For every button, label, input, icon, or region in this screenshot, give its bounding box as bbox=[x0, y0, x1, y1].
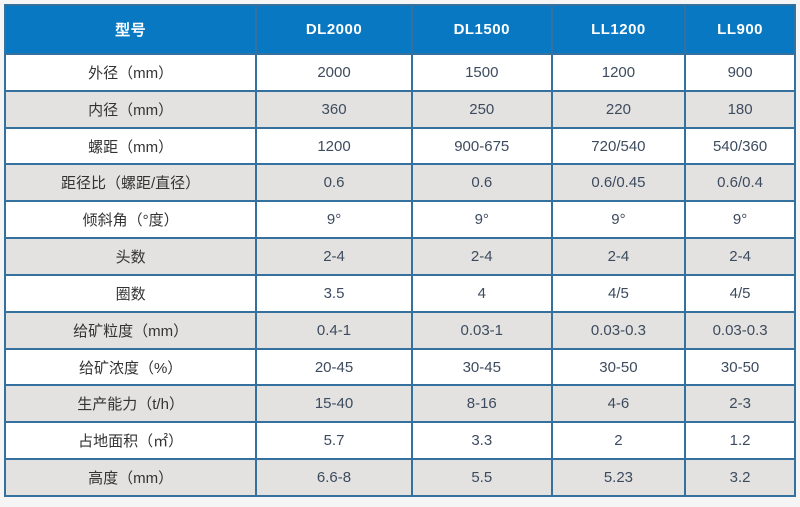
table-row: 圈数 3.5 4 4/5 4/5 bbox=[3, 273, 796, 313]
spec-table-body: 外径（mm） 2000 1500 1200 900 内径（mm） 360 250… bbox=[3, 53, 796, 497]
cell-value: 9° bbox=[410, 200, 553, 240]
header-cell-dl2000: DL2000 bbox=[255, 4, 413, 55]
cell-value: 220 bbox=[550, 89, 687, 129]
cell-value: 5.7 bbox=[255, 421, 413, 461]
cell-value: 0.6 bbox=[410, 163, 553, 203]
header-cell-dl1500: DL1500 bbox=[410, 4, 553, 55]
cell-value: 540/360 bbox=[684, 126, 796, 166]
cell-value: 20-45 bbox=[255, 347, 413, 387]
cell-value: 9° bbox=[550, 200, 687, 240]
cell-value: 15-40 bbox=[255, 384, 413, 424]
cell-value: 1.2 bbox=[684, 421, 796, 461]
cell-value: 3.2 bbox=[684, 458, 796, 497]
cell-value: 900 bbox=[684, 53, 796, 92]
cell-value: 1200 bbox=[550, 53, 687, 92]
table-row: 头数 2-4 2-4 2-4 2-4 bbox=[3, 237, 796, 276]
cell-value: 2-4 bbox=[550, 237, 687, 276]
cell-value: 3.3 bbox=[410, 421, 553, 461]
cell-value: 0.03-1 bbox=[410, 310, 553, 350]
cell-value: 1500 bbox=[410, 53, 553, 92]
table-row: 高度（mm） 6.6-8 5.5 5.23 3.2 bbox=[3, 458, 796, 497]
row-label: 距径比（螺距/直径） bbox=[3, 163, 258, 203]
cell-value: 3.5 bbox=[255, 273, 413, 313]
cell-value: 180 bbox=[684, 89, 796, 129]
cell-value: 30-50 bbox=[684, 347, 796, 387]
cell-value: 0.03-0.3 bbox=[684, 310, 796, 350]
table-row: 外径（mm） 2000 1500 1200 900 bbox=[3, 53, 796, 92]
row-label: 高度（mm） bbox=[3, 458, 258, 497]
cell-value: 360 bbox=[255, 89, 413, 129]
table-row: 给矿粒度（mm） 0.4-1 0.03-1 0.03-0.3 0.03-0.3 bbox=[3, 310, 796, 350]
cell-value: 6.6-8 bbox=[255, 458, 413, 497]
cell-value: 4-6 bbox=[550, 384, 687, 424]
product-spec-table: 型号 DL2000 DL1500 LL1200 LL900 外径（mm） 200… bbox=[3, 4, 796, 497]
row-label: 倾斜角（°度） bbox=[3, 200, 258, 240]
cell-value: 8-16 bbox=[410, 384, 553, 424]
cell-value: 30-45 bbox=[410, 347, 553, 387]
cell-value: 5.5 bbox=[410, 458, 553, 497]
cell-value: 0.6 bbox=[255, 163, 413, 203]
table-row: 给矿浓度（%） 20-45 30-45 30-50 30-50 bbox=[3, 347, 796, 387]
cell-value: 2000 bbox=[255, 53, 413, 92]
cell-value: 720/540 bbox=[550, 126, 687, 166]
cell-value: 2 bbox=[550, 421, 687, 461]
cell-value: 2-4 bbox=[410, 237, 553, 276]
cell-value: 5.23 bbox=[550, 458, 687, 497]
row-label: 生产能力（t/h） bbox=[3, 384, 258, 424]
table-row: 距径比（螺距/直径） 0.6 0.6 0.6/0.45 0.6/0.4 bbox=[3, 163, 796, 203]
cell-value: 4 bbox=[410, 273, 553, 313]
header-cell-ll900: LL900 bbox=[684, 4, 796, 55]
spec-table-header: 型号 DL2000 DL1500 LL1200 LL900 bbox=[3, 4, 796, 55]
row-label: 占地面积（㎡） bbox=[3, 421, 258, 461]
cell-value: 250 bbox=[410, 89, 553, 129]
cell-value: 9° bbox=[684, 200, 796, 240]
table-row: 内径（mm） 360 250 220 180 bbox=[3, 89, 796, 129]
cell-value: 900-675 bbox=[410, 126, 553, 166]
cell-value: 0.6/0.45 bbox=[550, 163, 687, 203]
cell-value: 0.4-1 bbox=[255, 310, 413, 350]
table-row: 倾斜角（°度） 9° 9° 9° 9° bbox=[3, 200, 796, 240]
cell-value: 0.6/0.4 bbox=[684, 163, 796, 203]
row-label: 内径（mm） bbox=[3, 89, 258, 129]
row-label: 给矿浓度（%） bbox=[3, 347, 258, 387]
cell-value: 2-3 bbox=[684, 384, 796, 424]
cell-value: 30-50 bbox=[550, 347, 687, 387]
header-cell-model: 型号 bbox=[3, 4, 258, 55]
row-label: 给矿粒度（mm） bbox=[3, 310, 258, 350]
row-label: 头数 bbox=[3, 237, 258, 276]
cell-value: 4/5 bbox=[550, 273, 687, 313]
cell-value: 4/5 bbox=[684, 273, 796, 313]
table-row: 螺距（mm） 1200 900-675 720/540 540/360 bbox=[3, 126, 796, 166]
row-label: 外径（mm） bbox=[3, 53, 258, 92]
cell-value: 0.03-0.3 bbox=[550, 310, 687, 350]
cell-value: 2-4 bbox=[684, 237, 796, 276]
header-cell-ll1200: LL1200 bbox=[550, 4, 687, 55]
table-row: 占地面积（㎡） 5.7 3.3 2 1.2 bbox=[3, 421, 796, 461]
row-label: 螺距（mm） bbox=[3, 126, 258, 166]
header-row: 型号 DL2000 DL1500 LL1200 LL900 bbox=[3, 4, 796, 55]
table-row: 生产能力（t/h） 15-40 8-16 4-6 2-3 bbox=[3, 384, 796, 424]
row-label: 圈数 bbox=[3, 273, 258, 313]
cell-value: 9° bbox=[255, 200, 413, 240]
cell-value: 1200 bbox=[255, 126, 413, 166]
cell-value: 2-4 bbox=[255, 237, 413, 276]
